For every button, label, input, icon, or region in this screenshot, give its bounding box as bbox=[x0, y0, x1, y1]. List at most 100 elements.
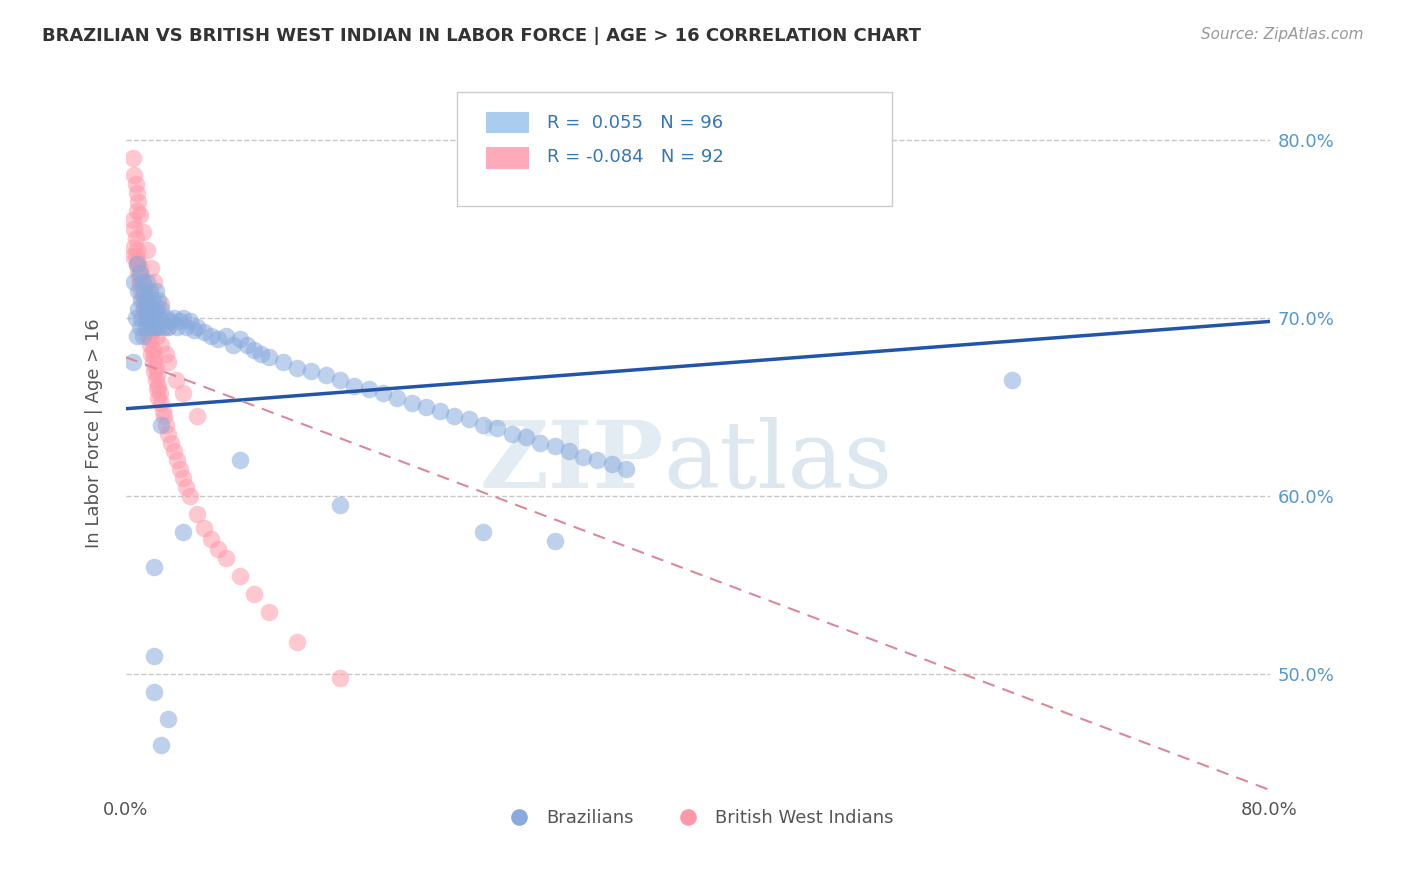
Point bbox=[148, 319, 170, 334]
Point bbox=[572, 450, 595, 464]
Point bbox=[136, 301, 159, 316]
Point bbox=[128, 275, 150, 289]
Point bbox=[138, 314, 160, 328]
FancyBboxPatch shape bbox=[486, 112, 530, 133]
Point bbox=[128, 266, 150, 280]
Point bbox=[186, 319, 208, 334]
Point bbox=[125, 204, 148, 219]
Point bbox=[125, 328, 148, 343]
Point bbox=[128, 260, 150, 275]
Text: R = -0.084   N = 92: R = -0.084 N = 92 bbox=[547, 148, 724, 166]
Point bbox=[236, 337, 259, 351]
Point bbox=[128, 266, 150, 280]
Point bbox=[124, 310, 146, 325]
Point bbox=[146, 301, 169, 316]
Point bbox=[141, 310, 163, 325]
Point bbox=[257, 350, 280, 364]
Point bbox=[429, 403, 451, 417]
Point bbox=[127, 195, 149, 210]
Point bbox=[163, 310, 186, 325]
Point bbox=[139, 284, 162, 298]
Point bbox=[143, 310, 166, 325]
Y-axis label: In Labor Force | Age > 16: In Labor Force | Age > 16 bbox=[86, 318, 103, 549]
Point bbox=[143, 649, 166, 664]
Point bbox=[229, 453, 252, 467]
Point bbox=[415, 400, 437, 414]
Point bbox=[124, 249, 146, 263]
Point bbox=[142, 319, 165, 334]
Point bbox=[127, 284, 149, 298]
Point bbox=[138, 293, 160, 307]
Point bbox=[128, 208, 150, 222]
Point bbox=[193, 325, 215, 339]
Point bbox=[145, 373, 167, 387]
Point bbox=[214, 551, 236, 566]
Point bbox=[169, 314, 191, 328]
Point bbox=[179, 489, 201, 503]
Point bbox=[125, 257, 148, 271]
Point bbox=[141, 301, 163, 316]
Point bbox=[146, 328, 169, 343]
Point bbox=[145, 360, 167, 375]
Point bbox=[174, 319, 197, 334]
Point bbox=[138, 328, 160, 343]
Point bbox=[152, 403, 174, 417]
Point bbox=[271, 355, 294, 369]
Point bbox=[143, 319, 166, 334]
Point bbox=[135, 293, 157, 307]
Point bbox=[169, 462, 191, 476]
Point bbox=[222, 337, 245, 351]
Point bbox=[125, 257, 148, 271]
Point bbox=[132, 284, 155, 298]
FancyBboxPatch shape bbox=[486, 147, 530, 169]
Point bbox=[329, 671, 352, 685]
Point bbox=[131, 226, 153, 240]
Point bbox=[299, 364, 322, 378]
Point bbox=[150, 296, 173, 310]
Point bbox=[136, 319, 159, 334]
Point bbox=[343, 378, 366, 392]
Point bbox=[163, 444, 186, 458]
Point bbox=[172, 524, 194, 539]
Point bbox=[186, 409, 208, 423]
Point bbox=[135, 319, 157, 334]
Text: Source: ZipAtlas.com: Source: ZipAtlas.com bbox=[1201, 27, 1364, 42]
Point bbox=[157, 319, 180, 334]
Point bbox=[150, 301, 173, 316]
Point bbox=[143, 685, 166, 699]
Point bbox=[122, 169, 145, 183]
Point bbox=[131, 328, 153, 343]
Point bbox=[401, 396, 423, 410]
Point bbox=[200, 532, 222, 546]
Point bbox=[157, 712, 180, 726]
Point bbox=[127, 253, 149, 268]
Point bbox=[141, 332, 163, 346]
Point bbox=[136, 284, 159, 298]
Point bbox=[543, 533, 565, 548]
Point bbox=[157, 319, 180, 334]
Point bbox=[122, 222, 145, 236]
Point bbox=[131, 284, 153, 298]
Point bbox=[243, 587, 266, 601]
Point bbox=[121, 213, 143, 227]
Point bbox=[129, 271, 152, 285]
Point bbox=[141, 310, 163, 325]
Point bbox=[125, 244, 148, 258]
Point bbox=[149, 310, 172, 325]
Point bbox=[443, 409, 465, 423]
Point bbox=[131, 275, 153, 289]
Point bbox=[128, 275, 150, 289]
Point bbox=[207, 542, 229, 557]
Point bbox=[150, 337, 173, 351]
Point bbox=[129, 293, 152, 307]
Point bbox=[125, 257, 148, 271]
Point bbox=[501, 426, 523, 441]
Point bbox=[143, 560, 166, 574]
Point bbox=[166, 319, 188, 334]
Point bbox=[214, 328, 236, 343]
Point bbox=[135, 310, 157, 325]
Point bbox=[127, 266, 149, 280]
Point bbox=[138, 310, 160, 325]
Point bbox=[132, 289, 155, 303]
Point bbox=[155, 417, 177, 432]
